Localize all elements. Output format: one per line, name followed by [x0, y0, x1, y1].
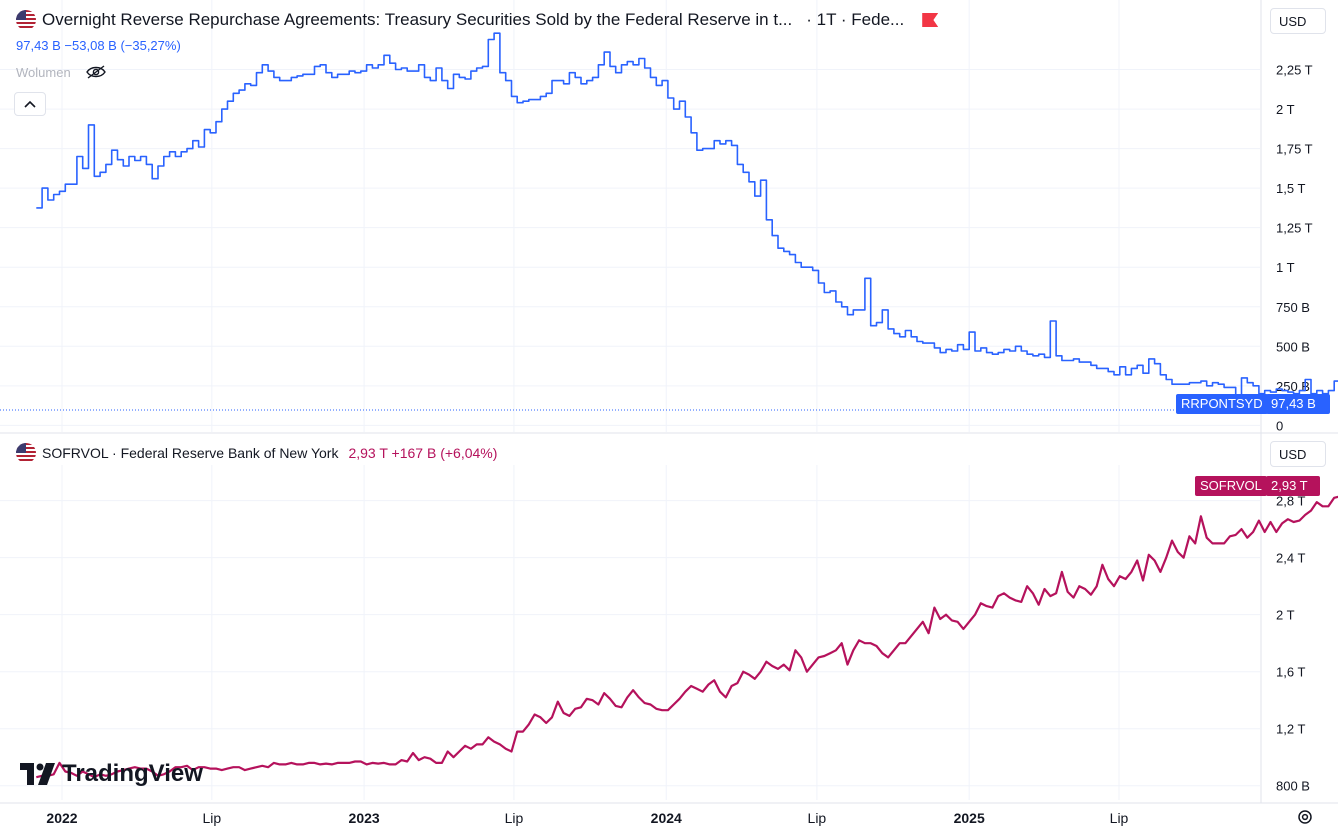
y-tick-label-0-8: 2 T	[1276, 102, 1295, 117]
rrp-last-value-tag: 97,43 B	[1266, 394, 1330, 414]
collapse-legend-button[interactable]	[14, 92, 46, 116]
top-legend: Overnight Reverse Repurchase Agreements:…	[16, 10, 939, 30]
y-tick-label-1-2: 1,6 T	[1276, 665, 1305, 680]
brand-name: TradingView	[62, 760, 203, 787]
chevron-up-icon	[24, 100, 36, 108]
y-tick-label-1-3: 2 T	[1276, 608, 1295, 623]
rrp-series-title[interactable]: Overnight Reverse Repurchase Agreements:…	[42, 10, 793, 29]
tradingview-logo[interactable]: TradingView	[20, 760, 203, 788]
x-tick-label-7: Lip	[1110, 810, 1129, 826]
rrp-stats: 97,43 B −53,08 B (−35,27%)	[16, 38, 181, 53]
y-tick-label-1-0: 800 B	[1276, 779, 1310, 794]
sofrvol-series-line	[36, 495, 1338, 779]
sofr-stats: 2,93 T +167 B (+6,04%)	[348, 445, 498, 461]
flag-marker-icon[interactable]	[922, 13, 939, 27]
bottom-legend: SOFRVOL · Federal Reserve Bank of New Yo…	[16, 443, 497, 463]
x-tick-label-6: 2025	[954, 810, 985, 826]
sofr-last-value-tag: 2,93 T	[1266, 476, 1320, 496]
y-tick-label-1-5: 2,8 T	[1276, 494, 1305, 509]
tradingview-logo-icon	[20, 763, 55, 785]
settings-icon[interactable]	[1296, 808, 1314, 826]
currency-selector-top[interactable]: USD	[1270, 8, 1326, 34]
x-tick-label-0: 2022	[46, 810, 77, 826]
y-tick-label-1-1: 1,2 T	[1276, 722, 1305, 737]
y-tick-label-0-2: 500 B	[1276, 339, 1310, 354]
y-tick-label-0-5: 1,25 T	[1276, 221, 1313, 236]
y-tick-label-0-0: 0	[1276, 418, 1283, 433]
volume-toggle[interactable]: Wolumen	[16, 64, 107, 80]
x-tick-label-2: 2023	[349, 810, 380, 826]
sofr-series-title[interactable]: SOFRVOL · Federal Reserve Bank of New Yo…	[42, 445, 339, 461]
volume-label: Wolumen	[16, 64, 71, 80]
y-tick-label-0-7: 1,75 T	[1276, 142, 1313, 157]
y-tick-label-0-3: 750 B	[1276, 300, 1310, 315]
eye-off-icon[interactable]	[85, 64, 107, 80]
y-tick-label-1-4: 2,4 T	[1276, 551, 1305, 566]
x-tick-label-3: Lip	[505, 810, 524, 826]
rrpontsyd-series-line	[36, 32, 1338, 398]
x-tick-label-4: 2024	[651, 810, 682, 826]
rrp-symbol-tag: RRPONTSYD	[1176, 394, 1268, 414]
x-tick-label-1: Lip	[202, 810, 221, 826]
currency-selector-bottom[interactable]: USD	[1270, 441, 1326, 467]
sofr-symbol-tag: SOFRVOL	[1195, 476, 1267, 496]
us-flag-icon	[16, 443, 36, 463]
x-tick-label-5: Lip	[808, 810, 827, 826]
y-tick-label-0-9: 2,25 T	[1276, 63, 1313, 78]
us-flag-icon	[16, 10, 36, 30]
y-tick-label-0-4: 1 T	[1276, 260, 1295, 275]
y-tick-label-0-6: 1,5 T	[1276, 181, 1305, 196]
rrp-series-interval: · 1T · Fede...	[806, 10, 905, 29]
